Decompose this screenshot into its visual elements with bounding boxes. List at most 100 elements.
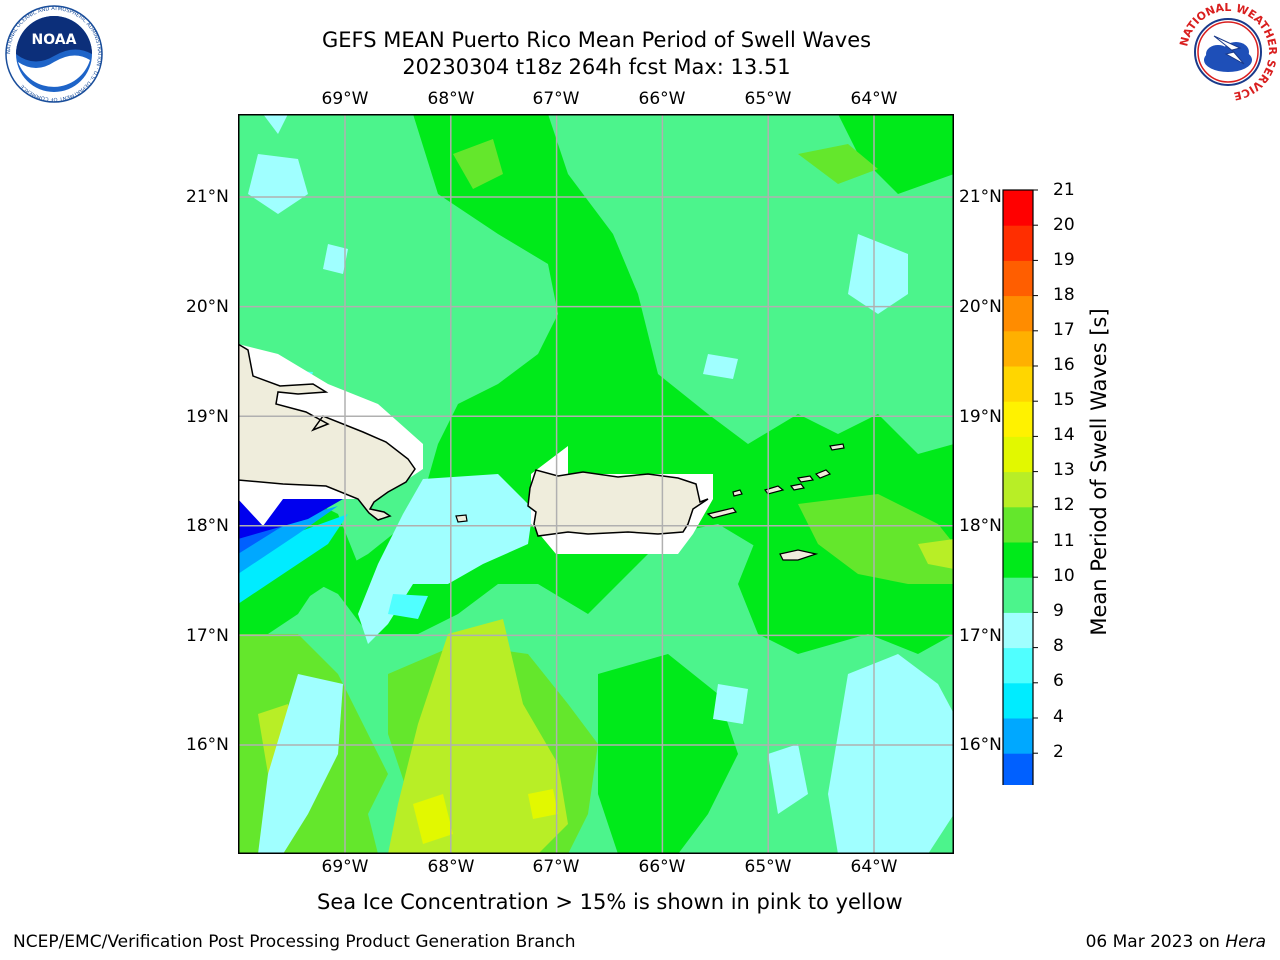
colorbar-bin (1003, 753, 1033, 785)
map-panel (238, 114, 954, 854)
lat-tick-left: 20°N (186, 297, 229, 317)
footer-machine: Hera (1225, 932, 1266, 952)
lat-tick-right: 17°N (959, 626, 1002, 646)
colorbar-label: 15 (1053, 390, 1075, 410)
colorbar-bin (1003, 506, 1033, 543)
footer-date-text: 06 Mar 2023 on (1085, 932, 1220, 952)
lat-tick-right: 19°N (959, 407, 1002, 427)
colorbar-label: 20 (1053, 215, 1075, 235)
colorbar-title: Mean Period of Swell Waves [s] (1087, 308, 1111, 636)
colorbar-bin (1003, 260, 1033, 297)
colorbar-bin (1003, 577, 1033, 613)
colorbar-label: 16 (1053, 355, 1075, 375)
gridlines (238, 114, 954, 854)
chart-subtitle: 20230304 t18z 264h fcst Max: 13.51 (402, 55, 791, 79)
land-hispaniola (238, 343, 416, 521)
noaa-logo: NOAA NATIONAL OCEANIC AND ATMOSPHERIC AD… (5, 5, 103, 103)
map-frame (238, 114, 954, 854)
lon-tick-bottom: 68°W (427, 857, 475, 877)
colorbar-label: 11 (1053, 531, 1075, 551)
land-anegada (829, 443, 845, 451)
colorbar-label: 8 (1053, 636, 1064, 656)
lon-tick-top: 66°W (638, 89, 686, 109)
field-13-14 (413, 794, 453, 844)
lon-tick-bottom: 66°W (638, 857, 686, 877)
colorbar-bin (1003, 295, 1033, 332)
field-8-9 (263, 114, 288, 134)
colorbar-label: 21 (1053, 180, 1075, 200)
footer-credit: NCEP/EMC/Verification Post Processing Pr… (13, 932, 576, 952)
land-virgin-gorda (814, 469, 832, 479)
land-tortola (796, 475, 815, 483)
land-st-croix (779, 549, 819, 561)
colorbar-bin (1003, 225, 1033, 261)
lat-tick-left: 19°N (186, 407, 229, 427)
land-mona-island (455, 514, 468, 523)
colorbar-label: 4 (1053, 707, 1064, 727)
sea-ice-note: Sea Ice Concentration > 15% is shown in … (317, 890, 903, 914)
colorbar-label: 6 (1053, 671, 1064, 691)
lat-tick-left: 17°N (186, 626, 229, 646)
lon-tick-top: 67°W (532, 89, 580, 109)
svg-text:NOAA: NOAA (32, 32, 77, 48)
field-8-9 (703, 354, 738, 379)
field-8-9 (323, 244, 348, 274)
land-vieques (706, 507, 738, 519)
lat-tick-left: 21°N (186, 187, 229, 207)
colorbar-bin (1003, 401, 1033, 437)
lon-tick-top: 69°W (321, 89, 369, 109)
field-2-4 (238, 506, 338, 574)
land-st-john (789, 483, 806, 491)
colorbar-label: 12 (1053, 495, 1075, 515)
colorbar-bin (1003, 330, 1033, 367)
colorbar-bin (1003, 190, 1033, 226)
colorbar-bin (1003, 471, 1033, 508)
lat-tick-right: 20°N (959, 297, 1002, 317)
land-culebra (732, 489, 743, 497)
lat-tick-right: 21°N (959, 187, 1002, 207)
field-8-9 (848, 234, 908, 314)
field-12-13 (388, 619, 568, 854)
lon-tick-bottom: 69°W (321, 857, 369, 877)
colorbar-label: 10 (1053, 566, 1075, 586)
colorbar-bin (1003, 366, 1033, 402)
lon-tick-bottom: 67°W (532, 857, 580, 877)
lon-tick-top: 68°W (427, 89, 475, 109)
field-2-4 (238, 514, 348, 604)
colorbar-label: 9 (1053, 601, 1064, 621)
field-8-9 (713, 684, 748, 724)
lon-tick-bottom: 65°W (744, 857, 792, 877)
nws-logo: NATIONAL WEATHER SERVICE (1178, 2, 1278, 102)
colorbar-bin (1003, 542, 1033, 578)
lat-tick-right: 16°N (959, 735, 1002, 755)
colorbar-frame (1002, 189, 1034, 785)
lon-tick-top: 65°W (744, 89, 792, 109)
field-12-13 (918, 539, 954, 569)
land-st-thomas (764, 485, 785, 495)
field-8-9 (768, 744, 808, 814)
field-11-12 (798, 144, 878, 184)
colorbar-label: 18 (1053, 285, 1075, 305)
lat-tick-right: 18°N (959, 516, 1002, 536)
field-6-8 (388, 594, 428, 619)
field-8-9 (828, 654, 954, 854)
colorbar-bin (1003, 436, 1033, 473)
lat-tick-left: 18°N (186, 516, 229, 536)
colorbar (1002, 189, 1038, 785)
field-8-9 (258, 674, 343, 854)
colorbar-label: 17 (1053, 320, 1075, 340)
lon-tick-top: 64°W (850, 89, 898, 109)
field-11-12 (453, 139, 503, 189)
field-13-14 (528, 789, 558, 819)
colorbar-bin (1003, 612, 1033, 649)
field-10-11 (838, 114, 954, 194)
colorbar-label: 2 (1053, 742, 1064, 762)
colorbar-label: 14 (1053, 425, 1075, 445)
field-10-11 (598, 654, 738, 854)
lon-tick-bottom: 64°W (850, 857, 898, 877)
field-11-12 (798, 494, 954, 584)
field-8-9 (248, 154, 308, 214)
colorbar-label: 19 (1053, 250, 1075, 270)
colorbar-bin (1003, 682, 1033, 719)
footer-date: 06 Mar 2023 on Hera (1086, 932, 1266, 952)
